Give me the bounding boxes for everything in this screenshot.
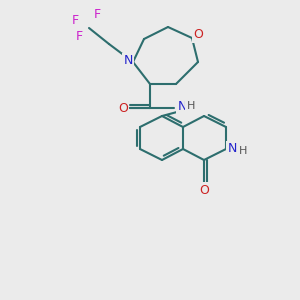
Text: F: F [75, 29, 82, 43]
Text: O: O [193, 28, 203, 41]
Text: F: F [71, 14, 79, 26]
Text: O: O [199, 184, 209, 196]
Text: N: N [123, 55, 133, 68]
Text: F: F [93, 8, 100, 20]
Text: N: N [227, 142, 237, 155]
Text: N: N [177, 100, 187, 112]
Text: H: H [187, 101, 195, 111]
Text: H: H [239, 146, 247, 156]
Text: O: O [118, 101, 128, 115]
